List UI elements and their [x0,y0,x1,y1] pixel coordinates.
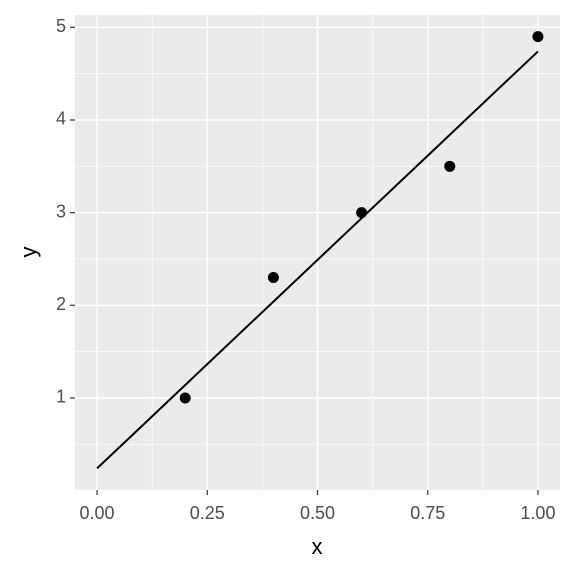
x-tick-label: 0.50 [300,503,335,523]
x-tick-label: 0.75 [410,503,445,523]
y-tick-label: 3 [56,201,66,221]
point [267,272,279,284]
x-tick-label: 0.00 [80,503,115,523]
point [444,160,456,172]
y-tick-label: 4 [56,109,66,129]
y-tick-label: 5 [56,16,66,36]
y-tick-label: 2 [56,294,66,314]
y-axis-title: y [16,247,41,258]
x-tick-label: 0.25 [190,503,225,523]
x-axis-title: x [312,534,323,559]
point [356,207,368,219]
y-tick-label: 1 [56,387,66,407]
fit-line [96,50,539,470]
point [532,31,544,43]
point [179,392,191,404]
x-tick-label: 1.00 [520,503,555,523]
